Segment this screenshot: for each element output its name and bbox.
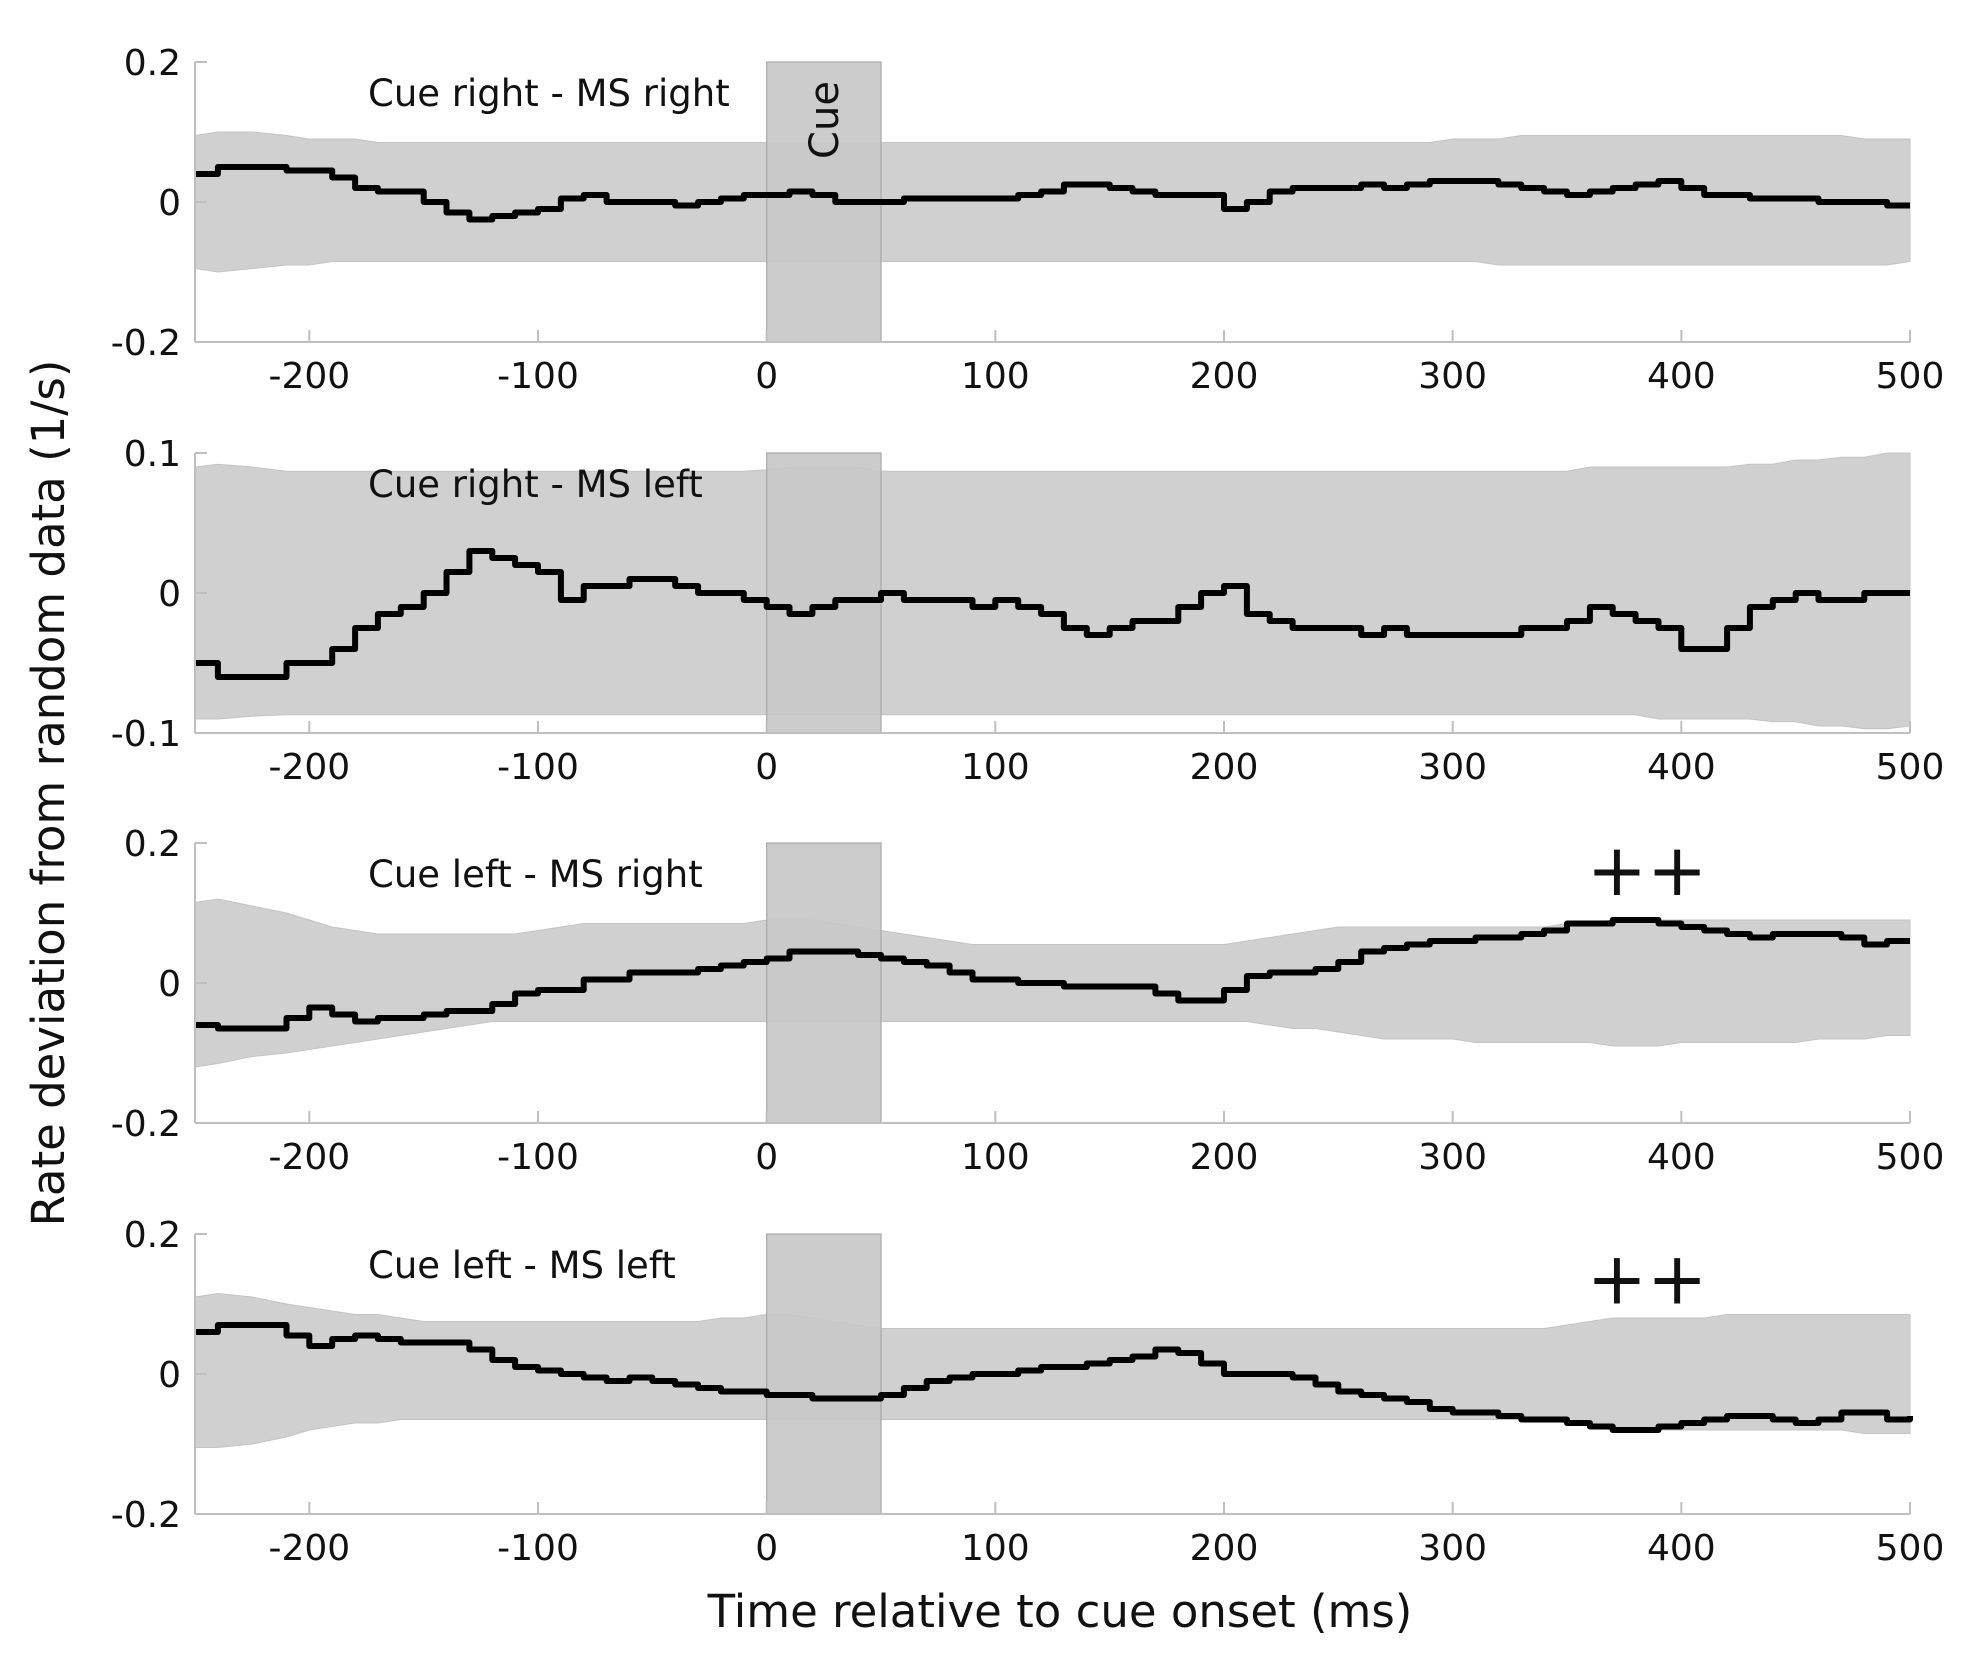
x-tick-label: -200: [268, 1528, 350, 1569]
x-axis-title: Time relative to cue onset (ms): [707, 1585, 1413, 1638]
panels-group: Cue 0.2 0 -0.2 -200 -100 0 100 200 300 400 500 Cue r…: [111, 43, 1945, 1569]
cue-label: Cue: [802, 81, 848, 159]
y-tick-label: 0.2: [124, 1215, 181, 1256]
x-tick-label: -200: [268, 356, 350, 397]
x-tick-label: 200: [1190, 1137, 1259, 1178]
x-tick-label: 400: [1647, 1528, 1716, 1569]
y-tick-label: -0.2: [111, 1495, 181, 1536]
y-tick-label: 0.1: [124, 434, 181, 475]
x-tick-label: 0: [755, 1137, 778, 1178]
x-tick-label: 500: [1876, 747, 1945, 788]
significance-marker: ++: [1587, 1237, 1708, 1321]
panel-label: Cue left - MS left: [368, 1244, 676, 1287]
x-tick-label: 100: [961, 356, 1030, 397]
y-tick-label: 0: [158, 183, 181, 224]
x-tick-label: 500: [1876, 356, 1945, 397]
y-axis-title: Rate deviation from random data (1/s): [22, 360, 75, 1227]
y-tick-label: -0.1: [111, 714, 181, 755]
panel-label: Cue left - MS right: [368, 853, 703, 896]
x-tick-label: 400: [1647, 1137, 1716, 1178]
panel-1: Cue 0.2 0 -0.2 -200 -100 0 100 200 300 400 500 Cue r…: [111, 43, 1945, 397]
confidence-band: [194, 131, 1911, 273]
y-tick-label: -0.2: [111, 323, 181, 364]
x-tick-label: 0: [755, 356, 778, 397]
x-tick-label: 200: [1190, 1528, 1259, 1569]
mean-rate-line: [195, 917, 1910, 1032]
panel-label: Cue right - MS left: [368, 463, 703, 506]
x-tick-label: 500: [1876, 1528, 1945, 1569]
x-tick-label: 400: [1647, 356, 1716, 397]
x-tick-label: 300: [1418, 747, 1487, 788]
x-tick-label: -100: [497, 1137, 579, 1178]
y-tick-label: 0: [158, 964, 181, 1005]
mean-rate-line: [195, 164, 1910, 223]
cue-interval-rect: [766, 452, 882, 734]
x-tick-label: 0: [755, 1528, 778, 1569]
mean-rate-line: [195, 548, 1910, 680]
x-tick-label: 100: [961, 1137, 1030, 1178]
x-tick-label: 100: [961, 747, 1030, 788]
y-tick-label: 0.2: [124, 43, 181, 84]
x-tick-label: -100: [497, 747, 579, 788]
x-tick-label: 0: [755, 747, 778, 788]
panel-4: 0.2 0 -0.2 -200 -100 0 100 200 300 400 500 Cue left…: [111, 1215, 1945, 1569]
x-tick-label: 300: [1418, 356, 1487, 397]
panel-3: 0.2 0 -0.2 -200 -100 0 100 200 300 400 500 Cue left…: [111, 824, 1945, 1178]
x-tick-label: 400: [1647, 747, 1716, 788]
x-tick-label: 300: [1418, 1137, 1487, 1178]
x-tick-label: 200: [1190, 356, 1259, 397]
cue-interval-rect: [766, 1233, 882, 1515]
cue-interval-rect: [766, 842, 882, 1124]
y-tick-label: 0: [158, 1355, 181, 1396]
x-tick-label: 100: [961, 1528, 1030, 1569]
y-tick-label: 0.2: [124, 824, 181, 865]
panel-label: Cue right - MS right: [368, 72, 730, 115]
panel-2: 0.1 0 -0.1 -200 -100 0 100 200 300 400 500 Cue righ…: [111, 434, 1945, 788]
mean-rate-line: [195, 1322, 1913, 1433]
x-tick-label: -100: [497, 356, 579, 397]
x-tick-label: -100: [497, 1528, 579, 1569]
y-tick-label: -0.2: [111, 1104, 181, 1145]
y-tick-label: 0: [158, 574, 181, 615]
significance-marker: ++: [1587, 828, 1708, 912]
x-tick-label: 200: [1190, 747, 1259, 788]
x-tick-label: -200: [268, 747, 350, 788]
x-tick-label: 300: [1418, 1528, 1487, 1569]
x-tick-label: 500: [1876, 1137, 1945, 1178]
x-tick-label: -200: [268, 1137, 350, 1178]
